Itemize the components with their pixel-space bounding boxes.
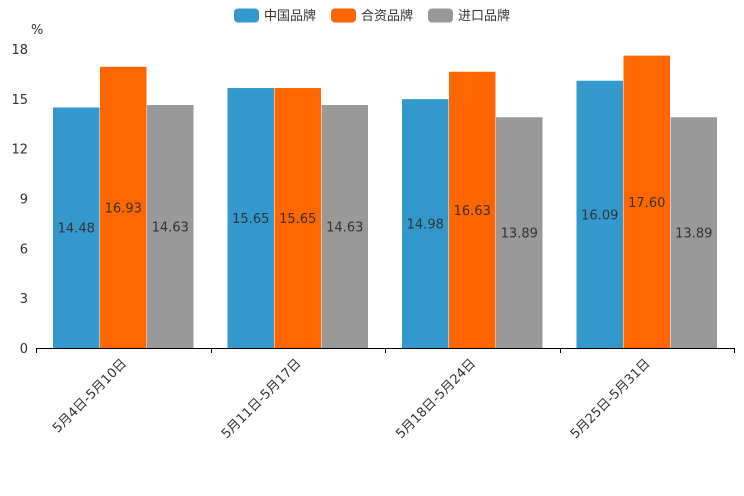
bar-value-label: 14.63 [152,220,189,235]
bar-value-label: 15.65 [232,212,269,227]
bar-value-label: 17.60 [628,196,665,211]
y-tick-label: 0 [20,342,28,357]
bar-value-label: 16.09 [581,208,618,223]
legend-swatch [234,8,259,23]
bar [274,88,321,349]
bar [147,104,194,348]
x-tick-label: 5月18日-5月24日 [393,356,479,442]
legend-label: 进口品牌 [458,8,510,24]
legend: 中国品牌 合资品牌 进口品牌 [234,8,510,24]
y-tick-label: 9 [20,193,28,208]
legend-swatch [428,8,453,23]
bar [227,88,274,349]
bar-value-label: 13.89 [675,227,712,242]
bar-value-label: 14.98 [407,218,444,233]
legend-label: 合资品牌 [361,8,413,24]
bar [576,80,623,348]
bar-value-label: 14.48 [58,222,95,237]
bars: 14.48 16.93 14.63 15.65 15.65 14.63 14.98 16.63… [53,55,717,349]
y-tick-label: 3 [20,292,28,307]
bar [321,104,368,348]
bar-value-label: 15.65 [279,212,316,227]
bar-value-label: 16.93 [105,201,142,216]
x-axis: 5月4日-5月10日 5月11日-5月17日 5月18日-5月24日 5月25日-5月… [36,348,735,442]
bar-value-label: 16.63 [454,204,491,219]
y-axis: 0 3 6 9 12 15 18 [11,43,28,357]
bar [496,117,543,348]
bar-value-label: 13.89 [501,227,538,242]
x-tick-label: 5月4日-5月10日 [50,356,130,436]
bar-value-label: 14.63 [326,220,363,235]
x-tick-label: 5月25日-5月31日 [568,356,654,442]
y-tick-label: 6 [20,242,28,257]
y-tick-label: 15 [11,93,28,108]
y-tick-label: 12 [11,143,28,158]
y-axis-unit-label: % [31,23,43,38]
y-tick-label: 18 [11,43,28,58]
bar [53,107,100,349]
bar [670,117,717,348]
bar [623,55,670,349]
bar [402,99,449,348]
bar [100,66,147,348]
bar [449,71,496,348]
legend-swatch [331,8,356,23]
legend-label: 中国品牌 [264,8,316,24]
x-tick-label: 5月11日-5月17日 [219,356,305,442]
